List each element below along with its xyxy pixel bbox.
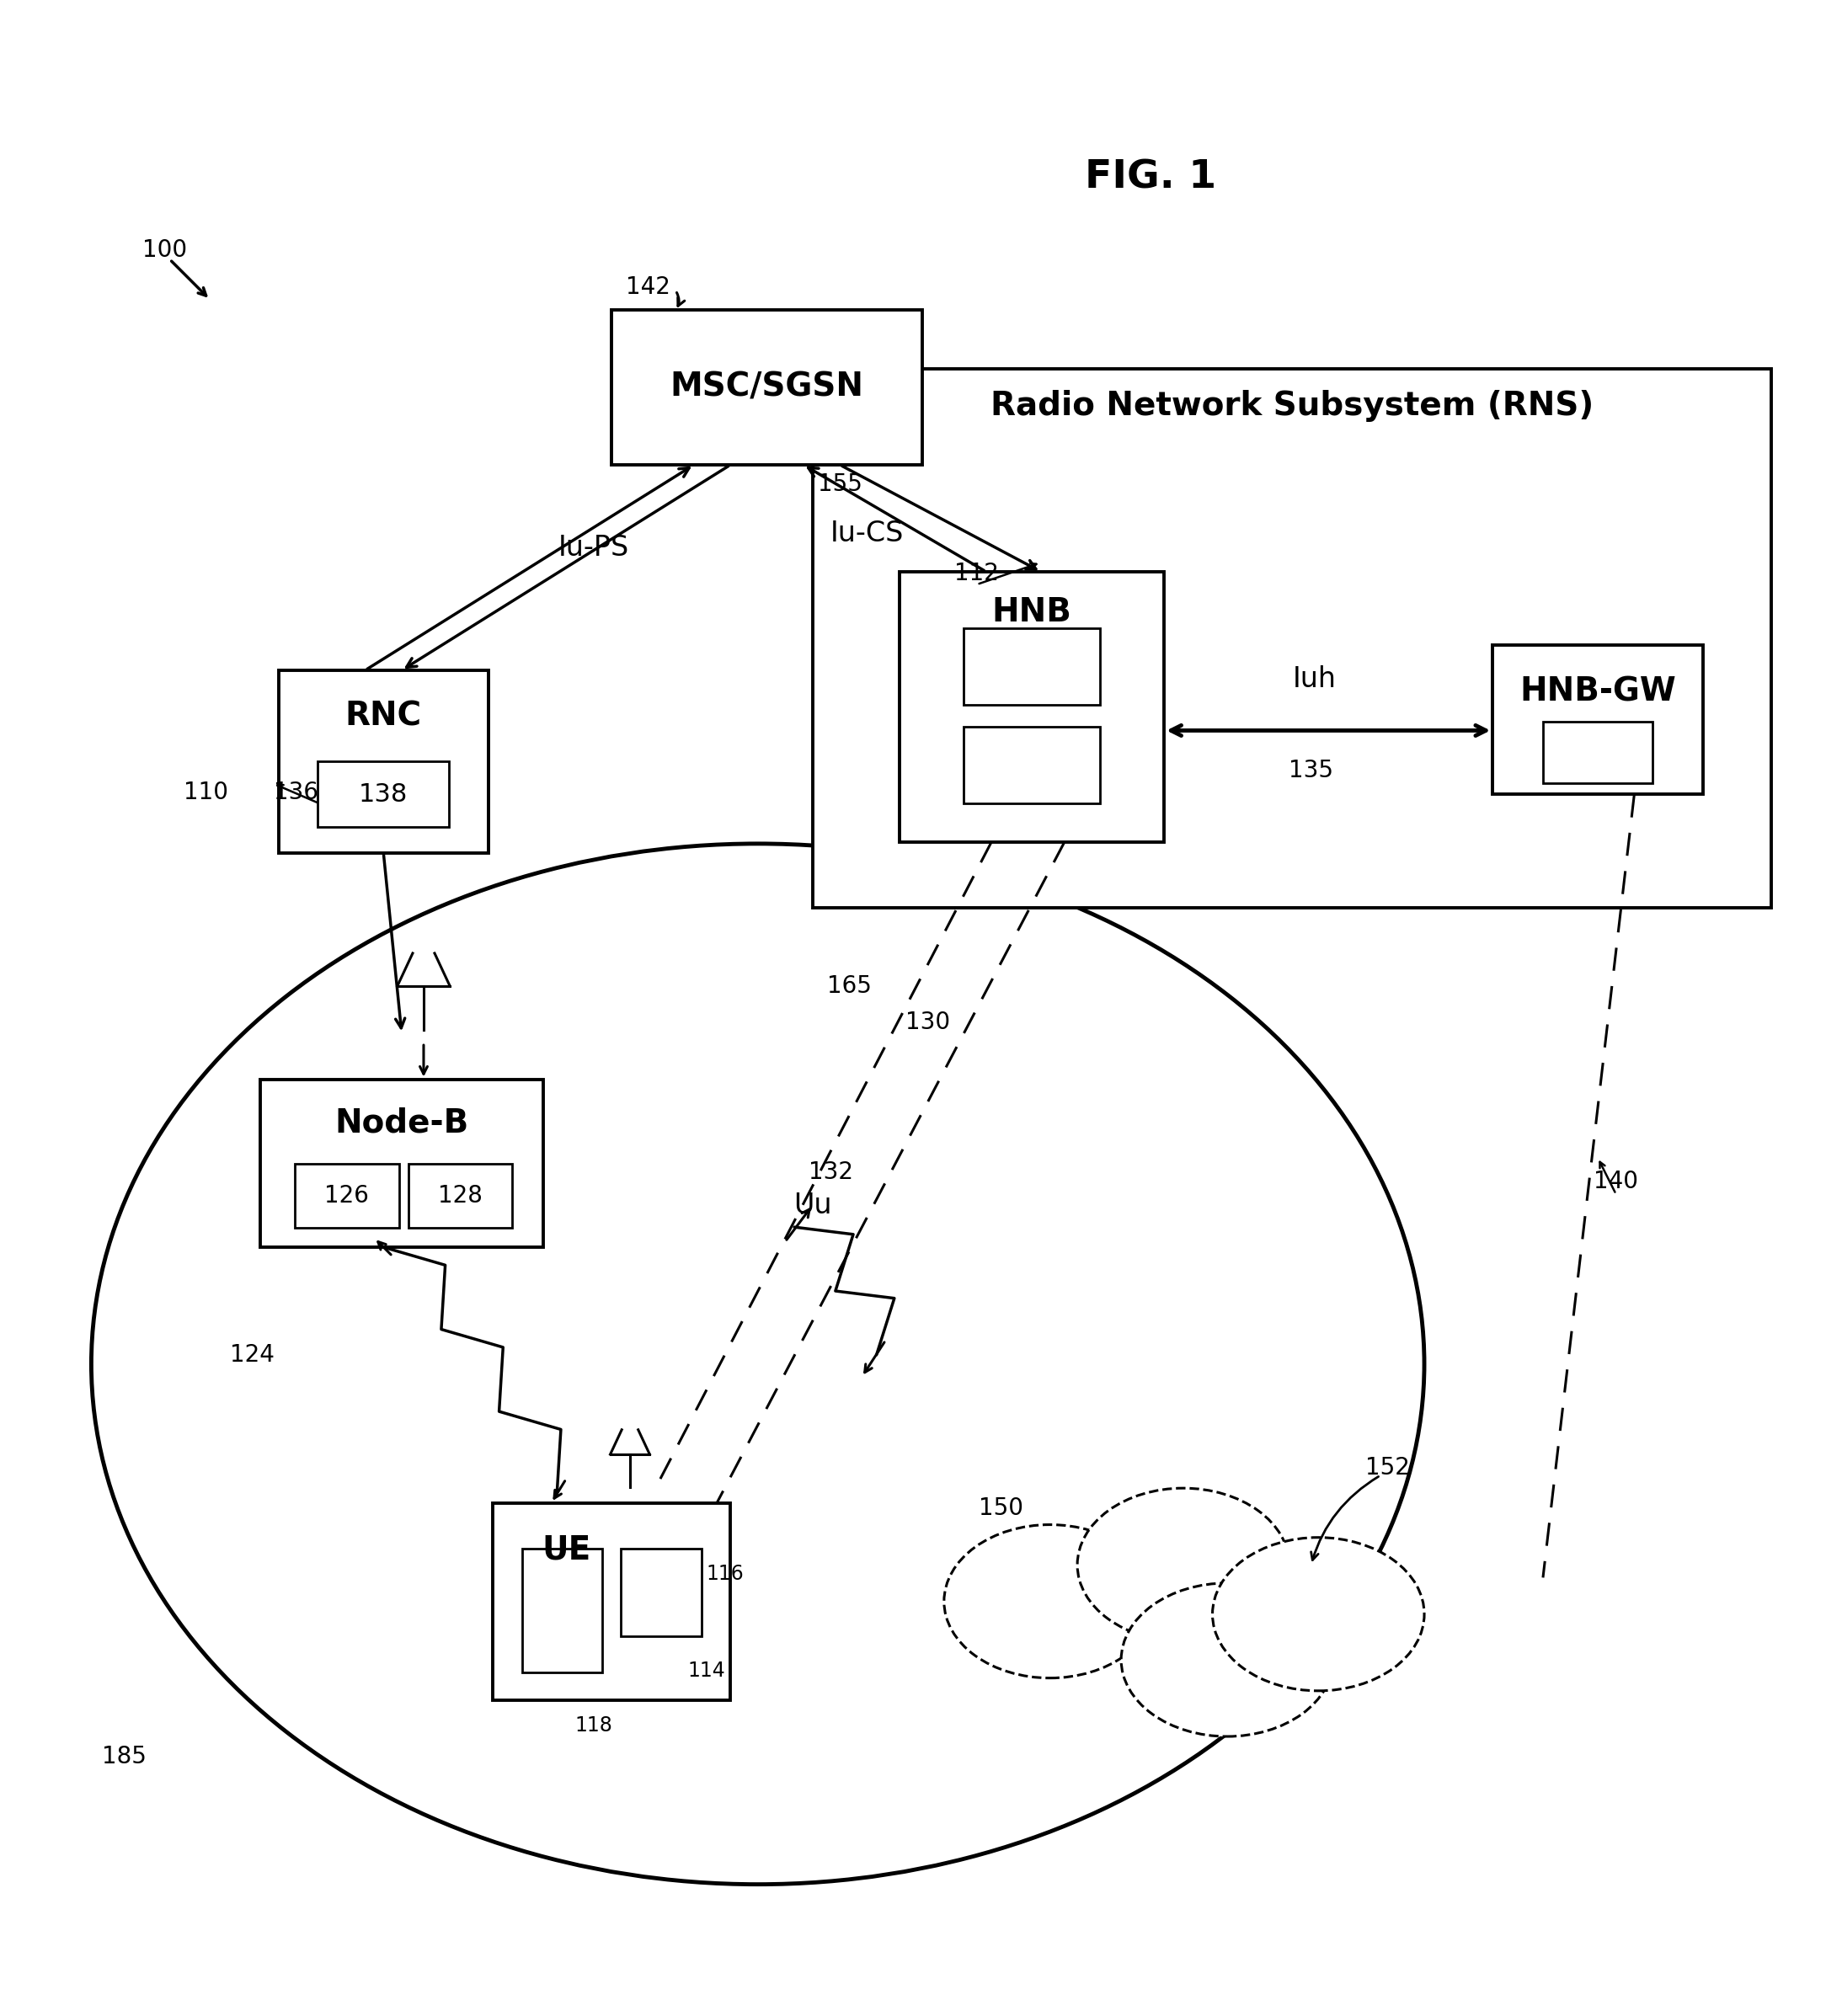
Text: 100: 100 xyxy=(142,238,186,262)
Text: 155: 155 xyxy=(818,472,862,496)
Bar xyxy=(278,669,489,853)
Ellipse shape xyxy=(1077,1488,1289,1641)
Bar xyxy=(261,1079,544,1248)
Text: 150: 150 xyxy=(979,1496,1023,1520)
Text: 185: 185 xyxy=(102,1744,146,1768)
Text: 114: 114 xyxy=(688,1661,725,1681)
Bar xyxy=(898,573,1165,843)
Bar xyxy=(318,762,449,827)
Text: 140: 140 xyxy=(1594,1169,1638,1193)
Text: Radio Network Subsystem (RNS): Radio Network Subsystem (RNS) xyxy=(990,389,1594,421)
Text: 124: 124 xyxy=(230,1343,274,1367)
Text: 118: 118 xyxy=(575,1716,612,1736)
Text: HNB: HNB xyxy=(992,597,1072,627)
Bar xyxy=(964,728,1099,804)
Text: Uu: Uu xyxy=(794,1191,831,1220)
FancyArrowPatch shape xyxy=(677,292,685,306)
Text: 138: 138 xyxy=(360,782,407,806)
Text: 126: 126 xyxy=(325,1183,369,1208)
Bar xyxy=(1543,722,1653,784)
Bar xyxy=(964,629,1099,706)
Text: Iuh: Iuh xyxy=(1293,665,1337,694)
Text: 135: 135 xyxy=(1289,758,1333,782)
Text: RNC: RNC xyxy=(345,700,422,732)
Text: 132: 132 xyxy=(809,1161,853,1183)
Text: Iu-PS: Iu-PS xyxy=(559,534,628,562)
Bar xyxy=(621,1548,701,1637)
Bar xyxy=(612,310,922,466)
Text: 128: 128 xyxy=(438,1183,482,1208)
Text: FIG. 1: FIG. 1 xyxy=(1085,159,1216,196)
Bar xyxy=(813,369,1771,907)
Bar xyxy=(522,1548,603,1673)
Text: 112: 112 xyxy=(955,562,999,585)
Text: 152: 152 xyxy=(1366,1456,1410,1480)
Text: Node-B: Node-B xyxy=(334,1107,469,1139)
Text: 165: 165 xyxy=(827,974,871,998)
Text: 142: 142 xyxy=(626,274,670,298)
Text: UE: UE xyxy=(542,1534,590,1566)
Text: 136: 136 xyxy=(274,780,318,804)
Bar xyxy=(1492,645,1702,794)
Text: 130: 130 xyxy=(906,1010,950,1034)
Bar xyxy=(493,1502,730,1699)
Ellipse shape xyxy=(1212,1538,1424,1691)
Bar xyxy=(409,1163,511,1228)
Text: HNB-GW: HNB-GW xyxy=(1519,675,1676,708)
Bar xyxy=(296,1163,398,1228)
Ellipse shape xyxy=(944,1524,1156,1677)
Text: 116: 116 xyxy=(707,1564,743,1585)
Text: Iu-CS: Iu-CS xyxy=(831,520,904,546)
Text: 110: 110 xyxy=(184,780,228,804)
Ellipse shape xyxy=(91,843,1424,1885)
Text: MSC/SGSN: MSC/SGSN xyxy=(670,371,864,403)
Ellipse shape xyxy=(1121,1583,1333,1736)
